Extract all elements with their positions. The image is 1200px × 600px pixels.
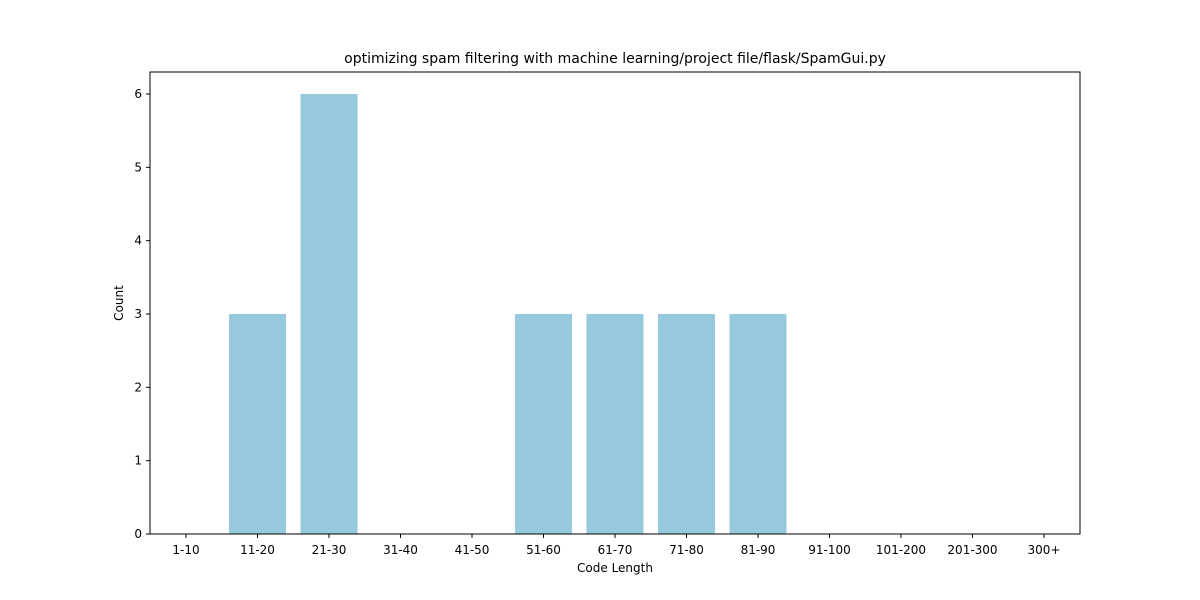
x-tick-label: 41-50: [455, 543, 490, 557]
x-tick-label: 21-30: [312, 543, 347, 557]
bar-11-20: [229, 314, 286, 534]
y-tick-label: 0: [134, 527, 142, 541]
x-tick-label: 71-80: [669, 543, 704, 557]
bar-81-90: [729, 314, 787, 534]
bar-71-80: [658, 314, 715, 534]
y-tick-label: 3: [134, 307, 142, 321]
x-tick-label: 51-60: [526, 543, 561, 557]
bar-51-60: [515, 314, 572, 534]
x-tick-label: 101-200: [876, 543, 926, 557]
x-tick-label: 81-90: [741, 543, 776, 557]
y-tick-label: 6: [134, 87, 142, 101]
bar-61-70: [586, 314, 644, 534]
x-tick-label: 91-100: [808, 543, 851, 557]
x-tick-label: 61-70: [598, 543, 633, 557]
x-tick-label: 11-20: [240, 543, 275, 557]
x-axis-ticks: 1-10 11-20 21-30 31-40 41-50 51-60 61-70 71-80 8…: [172, 534, 1060, 557]
bars-group: [229, 94, 787, 534]
x-tick-label: 31-40: [383, 543, 418, 557]
y-axis-ticks: 0 1 2 3 4 5 6: [134, 87, 150, 541]
chart-title: optimizing spam filtering with machine l…: [344, 51, 886, 67]
y-tick-label: 5: [134, 160, 142, 174]
bar-21-30: [300, 94, 358, 534]
x-axis-label: Code Length: [577, 561, 653, 575]
y-tick-label: 1: [134, 454, 142, 468]
x-tick-label: 201-300: [947, 543, 997, 557]
y-tick-label: 2: [134, 380, 142, 394]
plot-frame: [149, 71, 1081, 535]
y-axis-label: Count: [112, 285, 126, 321]
x-tick-label: 300+: [1028, 543, 1061, 557]
x-tick-label: 1-10: [172, 543, 199, 557]
y-tick-label: 4: [134, 234, 142, 248]
